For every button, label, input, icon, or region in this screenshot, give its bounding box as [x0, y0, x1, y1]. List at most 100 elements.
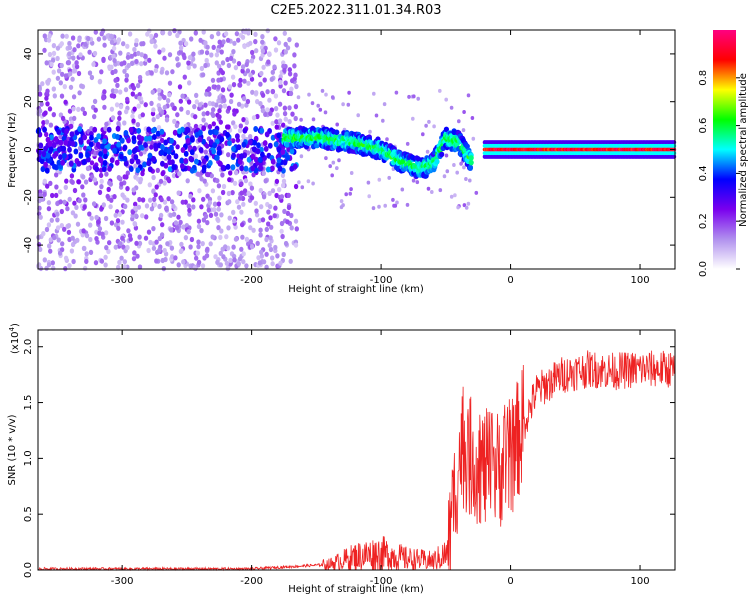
spectrogram-cell — [98, 172, 104, 178]
spectrogram-cell — [188, 155, 194, 162]
spectrogram-cell — [195, 171, 201, 177]
spectrogram-cell — [44, 265, 49, 271]
spectrogram-cell — [233, 65, 239, 71]
spectrogram-cell — [172, 129, 178, 136]
spectrogram-cell — [125, 186, 130, 192]
spectrogram-cell — [59, 208, 64, 215]
spectrogram-cell — [70, 210, 76, 216]
spectrogram-cell — [241, 251, 246, 257]
spectrogram-cell — [51, 112, 56, 118]
spectrogram-cell — [226, 225, 231, 231]
spectrogram-cell — [199, 176, 204, 182]
spectrogram-cell — [288, 258, 293, 264]
spectrogram-cell — [192, 265, 197, 271]
spectrogram-cell — [197, 136, 203, 143]
spectrogram-cell — [82, 204, 87, 210]
spectrogram-cell — [164, 205, 169, 211]
colorbar-tick-label: 0.2 — [698, 213, 709, 229]
spectrogram-cell — [96, 36, 102, 42]
spectrogram-cell — [152, 202, 158, 208]
spectrogram-cell — [106, 186, 111, 192]
spectrogram-cell — [213, 211, 219, 217]
spectrogram-cell — [276, 40, 282, 46]
spectrogram-cell — [262, 140, 268, 147]
spectrogram-cell — [198, 129, 203, 136]
spectrogram-cell — [281, 178, 287, 184]
spectrogram-cell — [169, 144, 174, 151]
spectrogram-cell — [225, 37, 231, 43]
snr-frame — [37, 329, 676, 571]
spectrogram-cell — [71, 258, 76, 265]
spectrogram-cell — [76, 179, 81, 185]
spectrogram-cell — [248, 239, 253, 245]
spectrogram-cell — [283, 116, 288, 122]
spectrogram-cell — [241, 96, 247, 102]
spectrogram-cell — [154, 184, 159, 190]
spectrogram-cell — [259, 127, 265, 134]
spectrogram-cell — [219, 228, 224, 234]
spectrogram-cell — [110, 115, 116, 121]
spectrogram-cell — [467, 164, 473, 171]
spectrogram-cell — [268, 111, 273, 117]
spectrogram-cell — [280, 149, 286, 155]
spectrogram-cell — [92, 114, 97, 120]
spectrogram-cell — [123, 87, 129, 93]
spectrogram-cell — [136, 134, 142, 141]
spectrogram-cell — [158, 178, 164, 184]
spectrogram-cell — [207, 160, 213, 166]
spectrogram-cell — [129, 53, 134, 59]
spectrogram-cell — [131, 135, 137, 142]
spectrogram-cell — [155, 130, 161, 137]
spectrogram-cell — [232, 257, 237, 263]
spectrogram-cell — [455, 170, 460, 175]
spectrogram-y-ticks: -40 -20 0 20 40 — [23, 48, 675, 253]
spectrogram-cell — [257, 260, 263, 266]
spectrogram-cell — [244, 236, 250, 242]
spectrogram-cell — [82, 134, 88, 141]
spectrogram-cell — [52, 93, 57, 99]
spectrogram-cell — [176, 190, 181, 196]
spectrogram-cell — [185, 109, 191, 116]
spectrogram-cell — [283, 80, 288, 86]
spectrogram-cell — [160, 257, 165, 264]
spectrogram-cell — [249, 185, 255, 191]
spectrogram-cell — [88, 249, 94, 255]
spectrogram-cell — [470, 116, 475, 120]
spectrogram-cell — [97, 226, 103, 232]
spectrogram-cell — [125, 197, 130, 203]
spectrogram-cell — [87, 211, 92, 217]
spectrogram-cell — [101, 166, 107, 173]
spectrogram-cell — [282, 208, 287, 214]
spectrogram-cell — [672, 151, 677, 156]
spectrogram-cell — [277, 165, 283, 172]
spectrogram-cell — [62, 152, 67, 159]
spectrogram-cell — [241, 141, 247, 148]
spectrogram-cell — [212, 201, 218, 207]
spectrogram-cell — [212, 142, 218, 149]
spectrogram-cell — [132, 106, 137, 112]
spectrogram-cell — [186, 60, 191, 66]
spectrogram-cell — [261, 194, 267, 200]
spectrogram-cell — [106, 248, 111, 255]
spectrogram-cell — [178, 49, 183, 55]
spectrogram-cell — [260, 34, 265, 40]
spectrogram-cell — [140, 197, 146, 203]
spectrogram-cell — [97, 156, 103, 163]
spectrogram-cell — [244, 61, 249, 68]
spectrogram-cell — [233, 170, 239, 176]
spectrogram-cell — [255, 113, 260, 120]
spectrogram-cell — [348, 191, 353, 196]
spectrogram-cell — [147, 182, 152, 188]
spectrogram-cell — [216, 84, 221, 90]
spectrogram-cell — [131, 85, 136, 91]
spectrogram-cell — [151, 226, 156, 232]
spectrogram-cell — [193, 123, 199, 129]
snr-y-tick-label: 0.0 — [23, 562, 34, 578]
spectrogram-cell — [87, 70, 93, 76]
spectrogram-cell — [239, 190, 244, 196]
spectrogram-cell — [203, 102, 208, 108]
spectrogram-cell — [240, 222, 245, 228]
spectrogram-cell — [111, 53, 116, 59]
spectrogram-cell — [178, 45, 184, 51]
